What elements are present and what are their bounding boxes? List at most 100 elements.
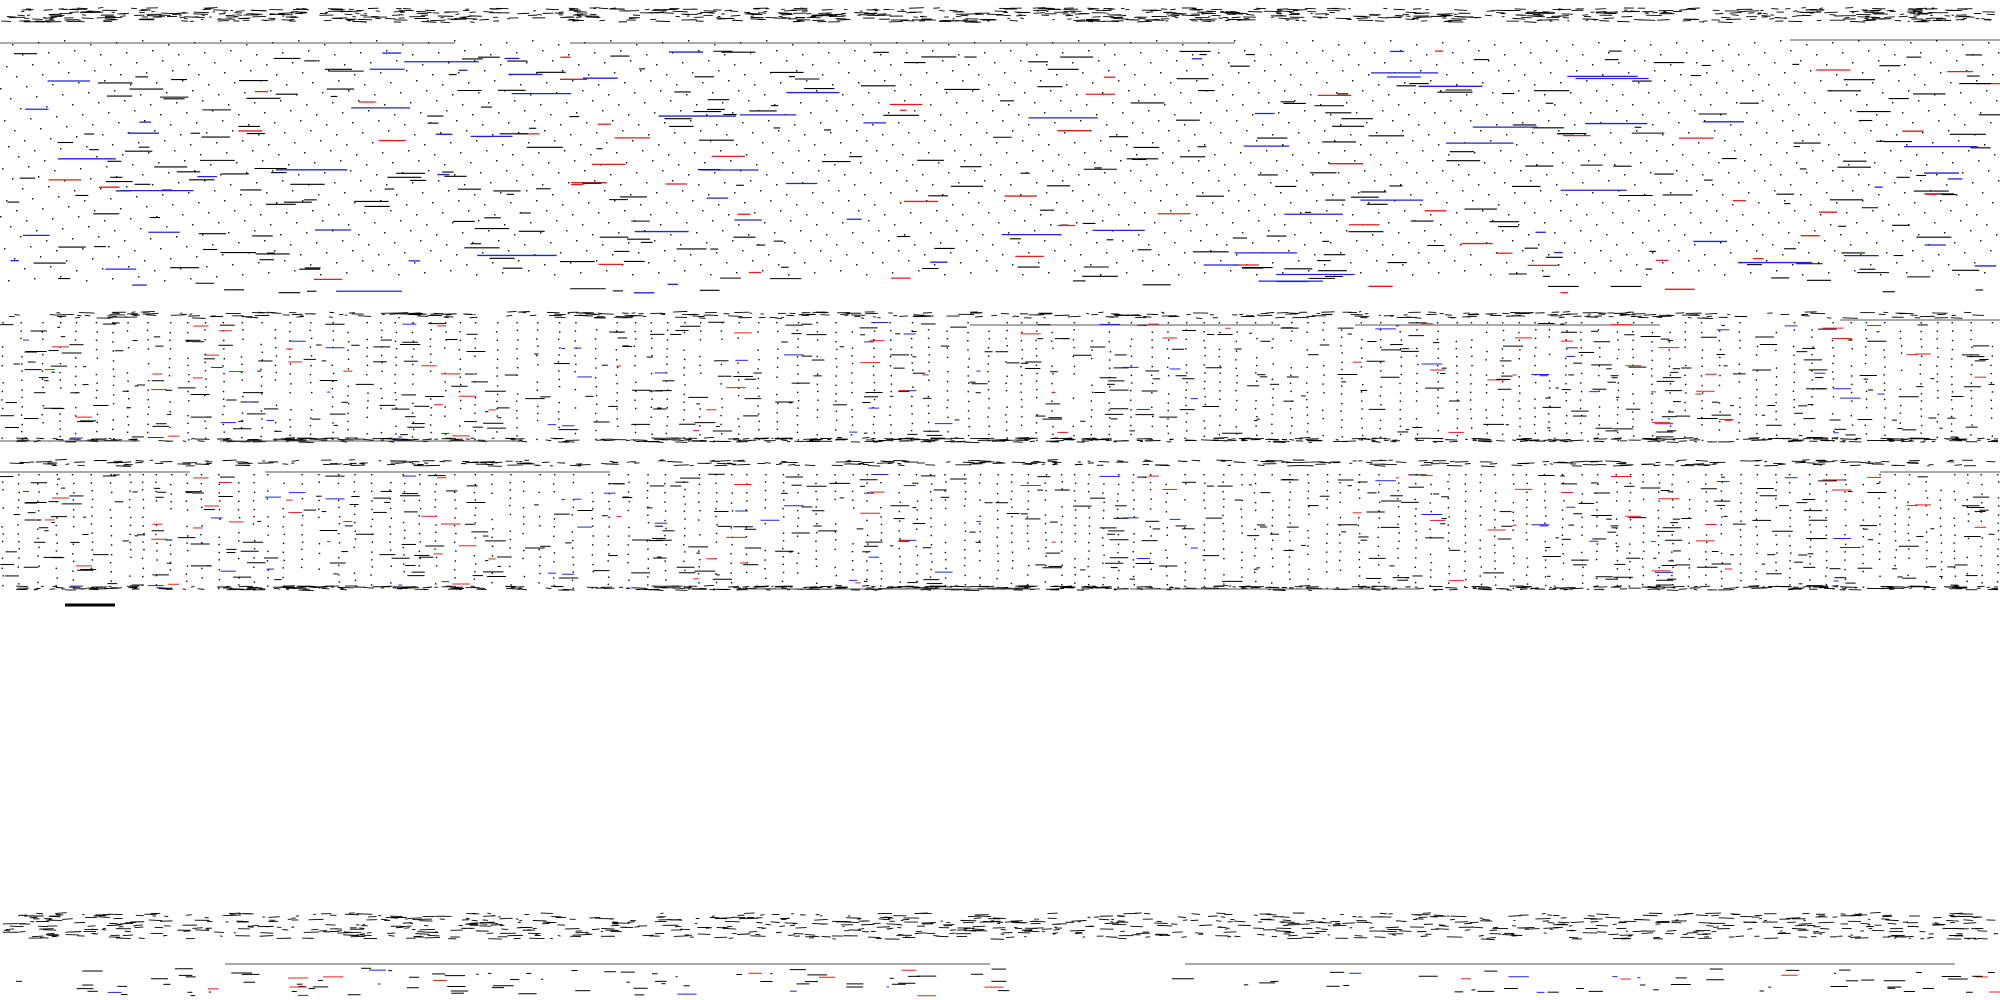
noise-stroke xyxy=(84,314,91,317)
lattice-dot xyxy=(112,144,114,146)
lattice-dot xyxy=(1652,252,1654,254)
lattice-dot xyxy=(388,264,390,266)
lattice-dot xyxy=(914,244,916,246)
column-dot xyxy=(41,378,44,380)
lattice-dot xyxy=(1916,154,1918,156)
lattice-dot xyxy=(960,134,962,136)
noise-stroke xyxy=(798,313,805,316)
column-dot xyxy=(241,436,243,439)
lattice-dot xyxy=(1268,102,1270,104)
lattice-dot xyxy=(1208,170,1210,172)
column-dot xyxy=(1255,425,1257,427)
lattice-dot xyxy=(74,50,76,52)
noise-stroke xyxy=(872,316,876,318)
lattice-dot xyxy=(1780,40,1782,42)
column-dot xyxy=(1416,390,1418,393)
column-dot xyxy=(616,322,618,324)
column-dot xyxy=(517,339,519,341)
column-dot xyxy=(1812,346,1814,348)
lattice-dot xyxy=(142,40,144,42)
lattice-dot xyxy=(1128,90,1130,92)
column-dot xyxy=(1005,361,1007,363)
lattice-dot xyxy=(362,260,364,262)
column-dot xyxy=(1937,322,1939,324)
lattice-dot xyxy=(1682,154,1684,156)
lattice-dot xyxy=(1650,172,1652,174)
lattice-dot xyxy=(1548,120,1550,122)
lattice-dot xyxy=(1540,190,1542,192)
noise-stroke xyxy=(281,19,292,21)
lattice-dot xyxy=(1312,40,1314,42)
column-dot xyxy=(616,366,619,369)
column-dot xyxy=(1151,339,1153,341)
column-dot xyxy=(1579,422,1582,425)
lattice-dot xyxy=(374,222,376,224)
noise-stroke xyxy=(1043,316,1046,319)
column-dot xyxy=(851,391,853,394)
lattice-dot xyxy=(820,250,822,252)
lattice-dot xyxy=(710,274,712,276)
column-dot xyxy=(1684,322,1687,324)
lattice-dot xyxy=(1446,74,1448,76)
column-dot xyxy=(309,346,312,348)
lattice-dot xyxy=(1688,132,1690,134)
lattice-dot xyxy=(1904,192,1906,194)
column-dot xyxy=(204,339,206,341)
column-dot xyxy=(1340,410,1342,412)
lattice-dot xyxy=(856,264,858,266)
column-dot xyxy=(1167,409,1169,412)
column-dot xyxy=(1851,400,1853,402)
lattice-dot xyxy=(1116,134,1118,136)
column-dot xyxy=(1255,372,1257,374)
noise-stroke xyxy=(1237,19,1245,21)
column-dot xyxy=(1185,329,1188,331)
column-dot xyxy=(596,420,598,422)
column-dot xyxy=(169,426,171,429)
lattice-dot xyxy=(286,84,288,86)
column-dot xyxy=(1322,434,1324,437)
noise-stroke xyxy=(1630,315,1643,318)
column-dot xyxy=(380,407,382,410)
lattice-dot xyxy=(1364,170,1366,172)
column-dot xyxy=(1415,355,1418,357)
column-dot xyxy=(380,431,383,434)
lattice-dot xyxy=(1700,222,1702,224)
lattice-dot xyxy=(424,272,426,274)
lattice-dot xyxy=(1260,172,1262,174)
column-dot xyxy=(1035,355,1038,357)
lattice-dot xyxy=(726,134,728,136)
column-dot xyxy=(616,392,618,394)
lattice-dot xyxy=(998,222,1000,224)
lattice-dot xyxy=(530,94,532,96)
lattice-dot xyxy=(676,84,678,86)
lattice-dot xyxy=(1032,150,1034,152)
column-dot xyxy=(1668,341,1671,343)
noise-stroke xyxy=(1557,15,1569,17)
column-dot xyxy=(1203,339,1205,342)
lattice-dot xyxy=(268,144,270,146)
column-dot xyxy=(366,407,369,409)
noise-stroke xyxy=(568,7,579,10)
column-dot xyxy=(1631,330,1634,333)
lattice-dot xyxy=(222,120,224,122)
lattice-dot xyxy=(1168,130,1170,132)
column-dot xyxy=(1108,367,1111,369)
lattice-dot xyxy=(558,172,560,174)
lattice-dot xyxy=(1796,162,1798,164)
column-dot xyxy=(1580,339,1582,341)
noise-stroke xyxy=(440,21,451,24)
lattice-dot xyxy=(1298,132,1300,134)
lattice-dot xyxy=(804,134,806,136)
lattice-dot xyxy=(890,192,892,194)
lattice-dot xyxy=(844,40,846,42)
lattice-dot xyxy=(210,164,212,166)
lattice-dot xyxy=(222,254,224,256)
column-dot xyxy=(1775,376,1778,378)
column-dot xyxy=(459,331,461,333)
column-dot xyxy=(988,355,990,357)
lattice-dot xyxy=(1576,204,1578,206)
lattice-dot xyxy=(1086,104,1088,106)
column-dot xyxy=(1361,400,1363,402)
column-dot xyxy=(1108,433,1111,436)
lattice-dot xyxy=(1834,250,1836,252)
